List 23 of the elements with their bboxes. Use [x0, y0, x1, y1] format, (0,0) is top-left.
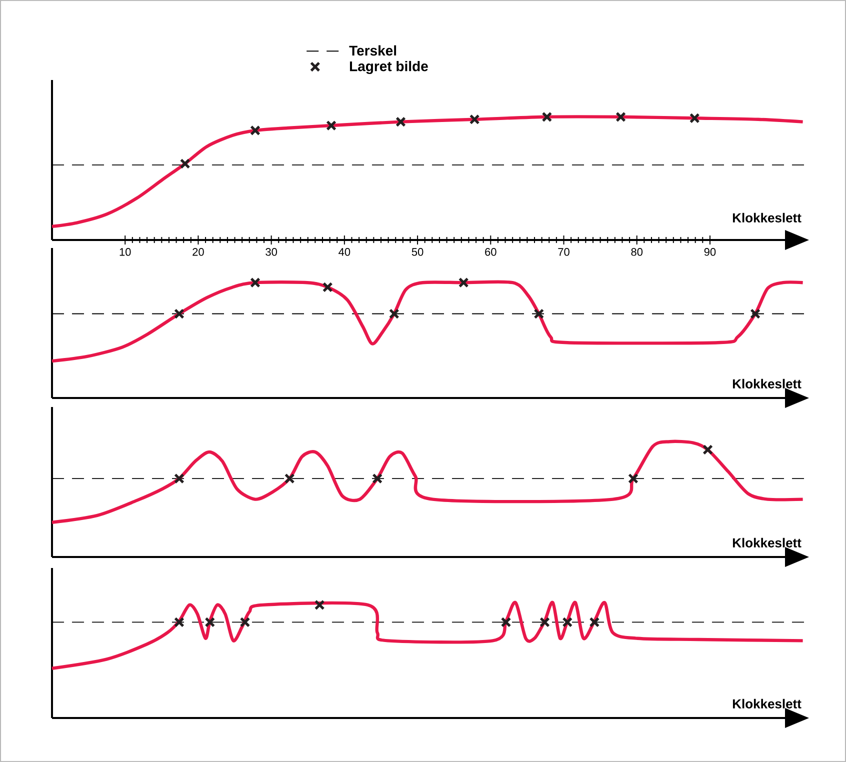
- x-tick-label: 50: [412, 248, 424, 256]
- point: [616, 112, 626, 122]
- point: [469, 114, 480, 125]
- x-axis-title: Klokkeslett: [732, 378, 802, 388]
- legend-label: Lagret bilde: [350, 60, 428, 74]
- x-axis-title: Klokkeslett: [732, 212, 802, 222]
- point: [542, 112, 552, 122]
- point: [180, 158, 190, 169]
- point: [250, 125, 260, 136]
- x-axis-title: Klokkeslett: [732, 698, 802, 708]
- x-tick-label: 60: [485, 248, 496, 256]
- x-tick-label: 20: [192, 248, 204, 256]
- x-tick-label: 10: [120, 248, 131, 256]
- point: [326, 120, 336, 131]
- x-tick-label: 40: [338, 248, 350, 256]
- x-tick-label: 30: [266, 248, 277, 256]
- x-axis-title: Klokkeslett: [732, 538, 802, 548]
- legend-label: Terskel: [349, 45, 396, 56]
- x-tick-label: 90: [704, 248, 716, 256]
- x-tick-label: 70: [558, 248, 570, 256]
- point: [689, 112, 700, 124]
- point: [396, 116, 406, 128]
- x-tick-label: 80: [631, 248, 643, 256]
